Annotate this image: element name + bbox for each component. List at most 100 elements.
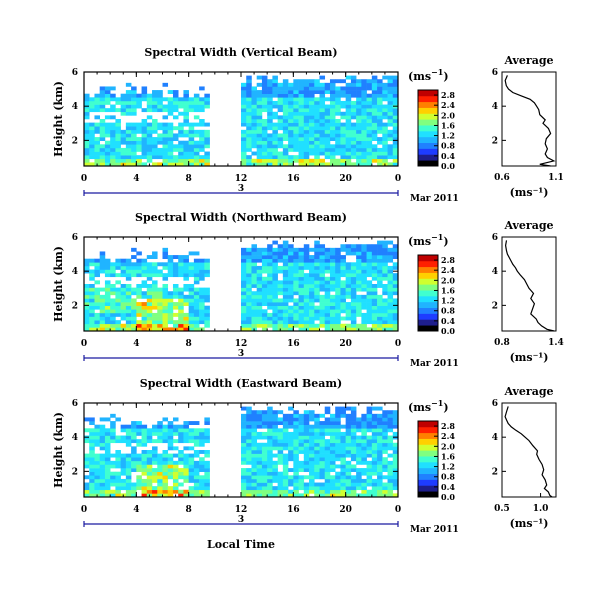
heatmap-cell [277, 284, 284, 288]
heatmap-cell [392, 413, 399, 418]
heatmap-cell [193, 305, 200, 310]
heatmap-cell [382, 435, 388, 440]
heatmap-cell [324, 97, 331, 102]
heatmap-cell [350, 162, 357, 167]
heatmap-cell [131, 468, 137, 472]
heatmap-cell [261, 410, 268, 415]
heatmap-cell [345, 122, 352, 127]
heatmap-cell [361, 140, 367, 145]
heatmap-cell [356, 133, 362, 138]
heatmap-cell [251, 316, 257, 321]
heatmap-cell [366, 413, 373, 418]
heatmap-cell [162, 97, 169, 102]
heatmap-cell [251, 265, 257, 270]
heatmap-cell [319, 471, 326, 476]
heatmap-cell [282, 478, 289, 483]
heatmap-cell [261, 133, 268, 138]
heatmap-cell [277, 428, 284, 433]
heatmap-cell [335, 93, 341, 98]
heatmap-cell [267, 493, 273, 498]
heatmap-cell [188, 320, 195, 325]
heatmap-cell [188, 151, 195, 156]
heatmap-cell [104, 90, 111, 94]
heatmap-cell [314, 442, 320, 447]
heatmap-cell [94, 323, 100, 328]
heatmap-cell [267, 82, 273, 87]
heatmap-cell [288, 155, 294, 160]
heatmap-cell [141, 280, 148, 285]
heatmap-cell [261, 489, 268, 494]
heatmap-cell [282, 284, 289, 288]
heatmap-cell [131, 86, 137, 91]
heatmap-cell [314, 79, 320, 84]
heatmap-cell [392, 298, 399, 303]
heatmap-cell [141, 97, 148, 102]
heatmap-cell [162, 122, 169, 127]
heatmap-cell [89, 442, 95, 447]
heatmap-cell [382, 82, 388, 87]
heatmap-cell [104, 126, 111, 131]
heatmap-cell [387, 108, 394, 113]
heatmap-cell [115, 489, 121, 494]
heatmap-cell [104, 273, 111, 278]
heatmap-cell [136, 460, 142, 465]
heatmap-cell [146, 126, 153, 131]
heatmap-cell [131, 460, 137, 465]
heatmap-cell [141, 312, 148, 317]
heatmap-cell [162, 247, 169, 252]
heatmap-cell [329, 276, 336, 281]
heatmap-cell [277, 320, 284, 325]
heatmap-cell [204, 291, 210, 296]
heatmap-cell [319, 464, 326, 469]
heatmap-cell [104, 327, 111, 332]
heatmap-cell [162, 126, 169, 131]
heatmap-cell [272, 464, 278, 469]
heatmap-cell [293, 320, 299, 325]
heatmap-cell [125, 327, 132, 332]
heatmap-cell [366, 137, 373, 141]
heatmap-cell [340, 104, 346, 109]
heatmap-cell [392, 100, 399, 105]
heatmap-cell [387, 460, 394, 465]
heatmap-cell [241, 122, 247, 127]
heatmap-cell [350, 446, 357, 451]
heatmap-cell [366, 126, 373, 131]
heatmap-cell [277, 486, 284, 491]
heatmap-cell [241, 424, 247, 429]
heatmap-cell [110, 108, 116, 113]
heatmap-cell [345, 97, 352, 102]
heatmap-cell [309, 273, 315, 278]
heatmap-cell [303, 323, 310, 328]
heatmap-cell [377, 137, 383, 141]
heatmap-cell [178, 435, 184, 440]
heatmap-cell [146, 475, 153, 480]
heatmap-cell [303, 302, 310, 306]
heatmap-cell [319, 312, 326, 317]
heatmap-cell [94, 97, 100, 102]
heatmap-cell [89, 298, 95, 303]
heatmap-cell [99, 460, 106, 465]
heatmap-cell [282, 108, 289, 113]
heatmap-cell [146, 93, 153, 98]
heatmap-cell [199, 104, 205, 109]
heatmap-cell [157, 291, 163, 296]
heatmap-cell [350, 442, 357, 447]
heatmap-cell [146, 482, 153, 487]
heatmap-cell [188, 460, 195, 465]
heatmap-cell [89, 475, 95, 480]
heatmap-cell [329, 284, 336, 288]
heatmap-cell [361, 244, 367, 249]
heatmap-cell [309, 93, 315, 98]
heatmap-cell [256, 460, 263, 465]
heatmap-cell [131, 298, 137, 303]
heatmap-cell [366, 417, 373, 422]
heatmap-cell [241, 255, 247, 259]
heatmap-cell [241, 446, 247, 451]
heatmap-cell [157, 273, 163, 278]
colorbar-frame [417, 420, 439, 498]
heatmap-cell [314, 155, 320, 160]
heatmap-cell [340, 280, 346, 285]
heatmap-cell [371, 244, 378, 249]
heatmap-cell [345, 100, 352, 105]
heatmap-cell [120, 298, 127, 303]
